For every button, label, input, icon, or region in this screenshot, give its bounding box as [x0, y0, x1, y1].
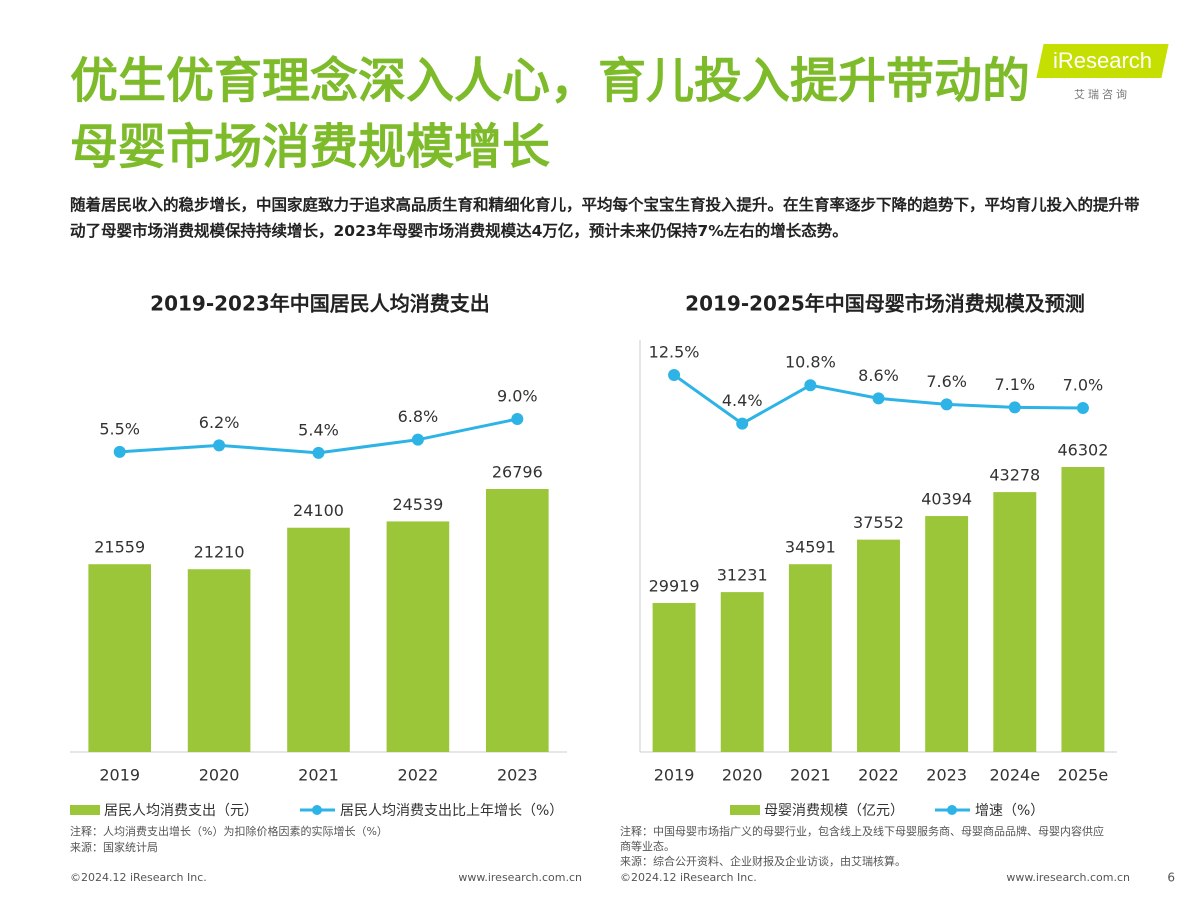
- bar: [652, 602, 696, 752]
- line-label: 8.6%: [858, 366, 899, 385]
- bar: [720, 592, 764, 752]
- bar-label: 21559: [94, 538, 145, 557]
- bar-label: 40394: [921, 490, 972, 509]
- line-point: [736, 417, 749, 430]
- line-label: 6.2%: [199, 413, 240, 432]
- legend-label: 居民人均消费支出（元）: [104, 803, 258, 819]
- x-tick-label: 2024e: [990, 766, 1041, 785]
- legend-swatch: [730, 805, 760, 815]
- chart-note: 注释：人均消费支出增长（%）为扣除价格因素的实际增长（%）: [70, 824, 388, 838]
- bar-label: 26796: [492, 463, 543, 482]
- line-point: [1008, 401, 1021, 414]
- bar-label: 43278: [989, 466, 1040, 485]
- footer-url: www.iresearch.com.cn: [458, 871, 582, 884]
- legend-marker: [947, 805, 957, 815]
- chart-title: 2019-2025年中国母婴市场消费规模及预测: [685, 292, 1085, 316]
- bar-label: 46302: [1057, 441, 1108, 460]
- line-label: 12.5%: [649, 343, 700, 362]
- footer-url: www.iresearch.com.cn: [1006, 871, 1130, 884]
- x-tick-label: 2019: [99, 766, 140, 785]
- bar: [287, 527, 350, 752]
- x-tick-label: 2021: [298, 766, 339, 785]
- bar-label: 24100: [293, 501, 344, 520]
- legend-label: 增速（%）: [975, 803, 1044, 819]
- logo-subtitle: 艾瑞咨询: [1074, 88, 1130, 101]
- legend-label: 居民人均消费支出比上年增长（%）: [340, 803, 563, 819]
- x-tick-label: 2020: [199, 766, 240, 785]
- bar-label: 31231: [717, 566, 768, 585]
- line-label: 10.8%: [785, 353, 836, 372]
- line-point: [872, 392, 885, 405]
- line-label: 7.0%: [1063, 376, 1104, 395]
- bar-label: 21210: [194, 543, 245, 562]
- bar-label: 29919: [649, 576, 700, 595]
- line-label: 4.4%: [722, 391, 763, 410]
- chart-title: 2019-2023年中国居民人均消费支出: [150, 292, 490, 316]
- line-label: 9.0%: [497, 387, 538, 406]
- line-label: 7.1%: [994, 375, 1035, 394]
- bar: [925, 516, 969, 752]
- line-point: [940, 398, 953, 411]
- chart-note-line: 商等业态。: [620, 839, 675, 853]
- x-tick-label: 2025e: [1058, 766, 1109, 785]
- line-label: 7.6%: [926, 372, 967, 391]
- x-tick-label: 2023: [497, 766, 538, 785]
- copyright: ©2024.12 iResearch Inc.: [70, 871, 207, 884]
- line-point: [804, 379, 817, 392]
- copyright: ©2024.12 iResearch Inc.: [620, 871, 757, 884]
- chart-source: 来源：综合公开资料、企业财报及企业访谈，由艾瑞核算。: [620, 854, 906, 868]
- x-tick-label: 2020: [722, 766, 763, 785]
- page-title: 优生优育理念深入人心，育儿投入提升带动的母婴市场消费规模增长: [70, 53, 1031, 175]
- bar: [485, 489, 549, 752]
- line-point: [113, 445, 126, 458]
- line-label: 5.5%: [99, 419, 140, 438]
- bar-label: 24539: [392, 495, 443, 514]
- line-point: [312, 446, 325, 459]
- line-label: 6.8%: [398, 407, 439, 426]
- x-tick-label: 2021: [790, 766, 831, 785]
- bar-label: 34591: [785, 538, 836, 557]
- line-label: 5.4%: [298, 420, 339, 439]
- page-number: 6: [1167, 871, 1175, 885]
- chart-note: 注释：中国母婴市场指广义的母婴行业，包含线上及线下母婴服务商、母婴商品品牌、母婴…: [620, 824, 1104, 853]
- bar: [88, 564, 152, 752]
- legend-marker: [312, 805, 322, 815]
- x-tick-label: 2019: [654, 766, 695, 785]
- bar: [788, 564, 832, 752]
- legend-label: 母婴消费规模（亿元）: [764, 803, 904, 819]
- description: 随着居民收入的稳步增长，中国家庭致力于追求高品质生育和精细化育儿，平均每个宝宝生…: [70, 196, 1140, 240]
- legend-swatch: [70, 805, 100, 815]
- bar: [1061, 467, 1105, 752]
- bar: [857, 539, 900, 752]
- bar: [187, 569, 251, 752]
- bar: [386, 521, 450, 752]
- line-point: [1076, 402, 1089, 414]
- line-point: [213, 439, 226, 452]
- line-point: [411, 433, 424, 446]
- chart-source: 来源：国家统计局: [70, 840, 158, 854]
- x-tick-label: 2022: [858, 766, 899, 785]
- chart-note-line: 注释：中国母婴市场指广义的母婴行业，包含线上及线下母婴服务商、母婴商品品牌、母婴…: [620, 824, 1104, 838]
- bar-label: 37552: [853, 513, 904, 532]
- x-tick-label: 2023: [926, 766, 967, 785]
- x-tick-label: 2022: [398, 766, 439, 785]
- line-point: [511, 413, 524, 425]
- bar: [993, 492, 1037, 752]
- line-point: [668, 369, 681, 381]
